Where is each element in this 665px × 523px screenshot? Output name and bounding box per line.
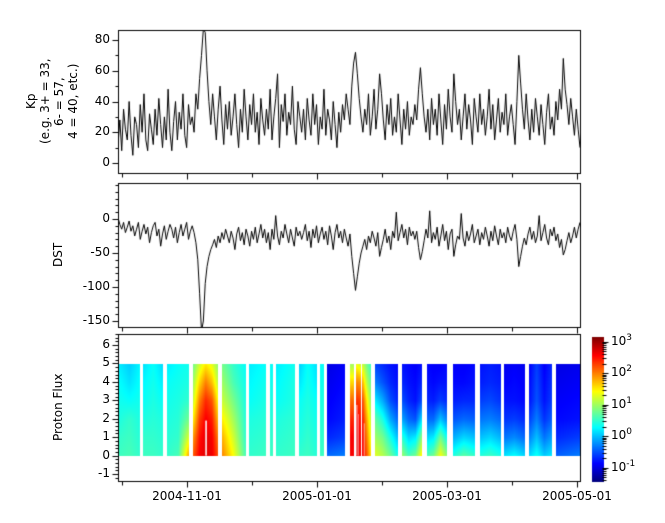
x-date-tick-label: 2005-03-01 — [412, 489, 482, 503]
kp-y-tick-label: 60 — [94, 63, 110, 77]
kp-ylabel-line-2: (e.g. 3+ = 33, — [38, 58, 52, 145]
colorbar-tick-label: 10-1 — [611, 459, 636, 474]
proton-flux-y-tick-label: 6 — [102, 337, 110, 351]
proton-flux-y-tick-label: 1 — [102, 429, 110, 443]
dst-y-tick-label: -100 — [82, 279, 110, 293]
proton-flux-y-tick-label: 2 — [102, 411, 110, 425]
x-date-tick-label: 2005-01-01 — [282, 489, 352, 503]
kp-y-tick-label: 0 — [102, 155, 110, 169]
dst-y-tick-label: -150 — [82, 313, 110, 327]
dst-y-tick-label: -50 — [90, 245, 110, 259]
proton-flux-y-tick-label: 3 — [102, 392, 110, 406]
colorbar-tick-label: 102 — [611, 364, 633, 379]
kp-y-tick-label: 80 — [94, 32, 110, 46]
colorbar-tick-label: 100 — [611, 427, 633, 442]
colorbar-tick-label: 103 — [611, 333, 633, 348]
x-date-tick-label: 2004-11-01 — [152, 489, 222, 503]
proton-flux-y-tick-label: 0 — [102, 448, 110, 462]
proton-flux-y-tick-label: -1 — [98, 466, 110, 480]
proton-flux-y-tick-label: 5 — [102, 355, 110, 369]
x-date-tick-label: 2005-05-01 — [542, 489, 612, 503]
kp-ylabel-line-1: Kp — [24, 93, 38, 110]
dst-y-tick-label: 0 — [102, 211, 110, 225]
kp-y-tick-label: 40 — [94, 94, 110, 108]
colorbar-tick-label: 101 — [611, 396, 633, 411]
proton-flux-y-tick-label: 4 — [102, 374, 110, 388]
kp-y-tick-label: 20 — [94, 124, 110, 138]
